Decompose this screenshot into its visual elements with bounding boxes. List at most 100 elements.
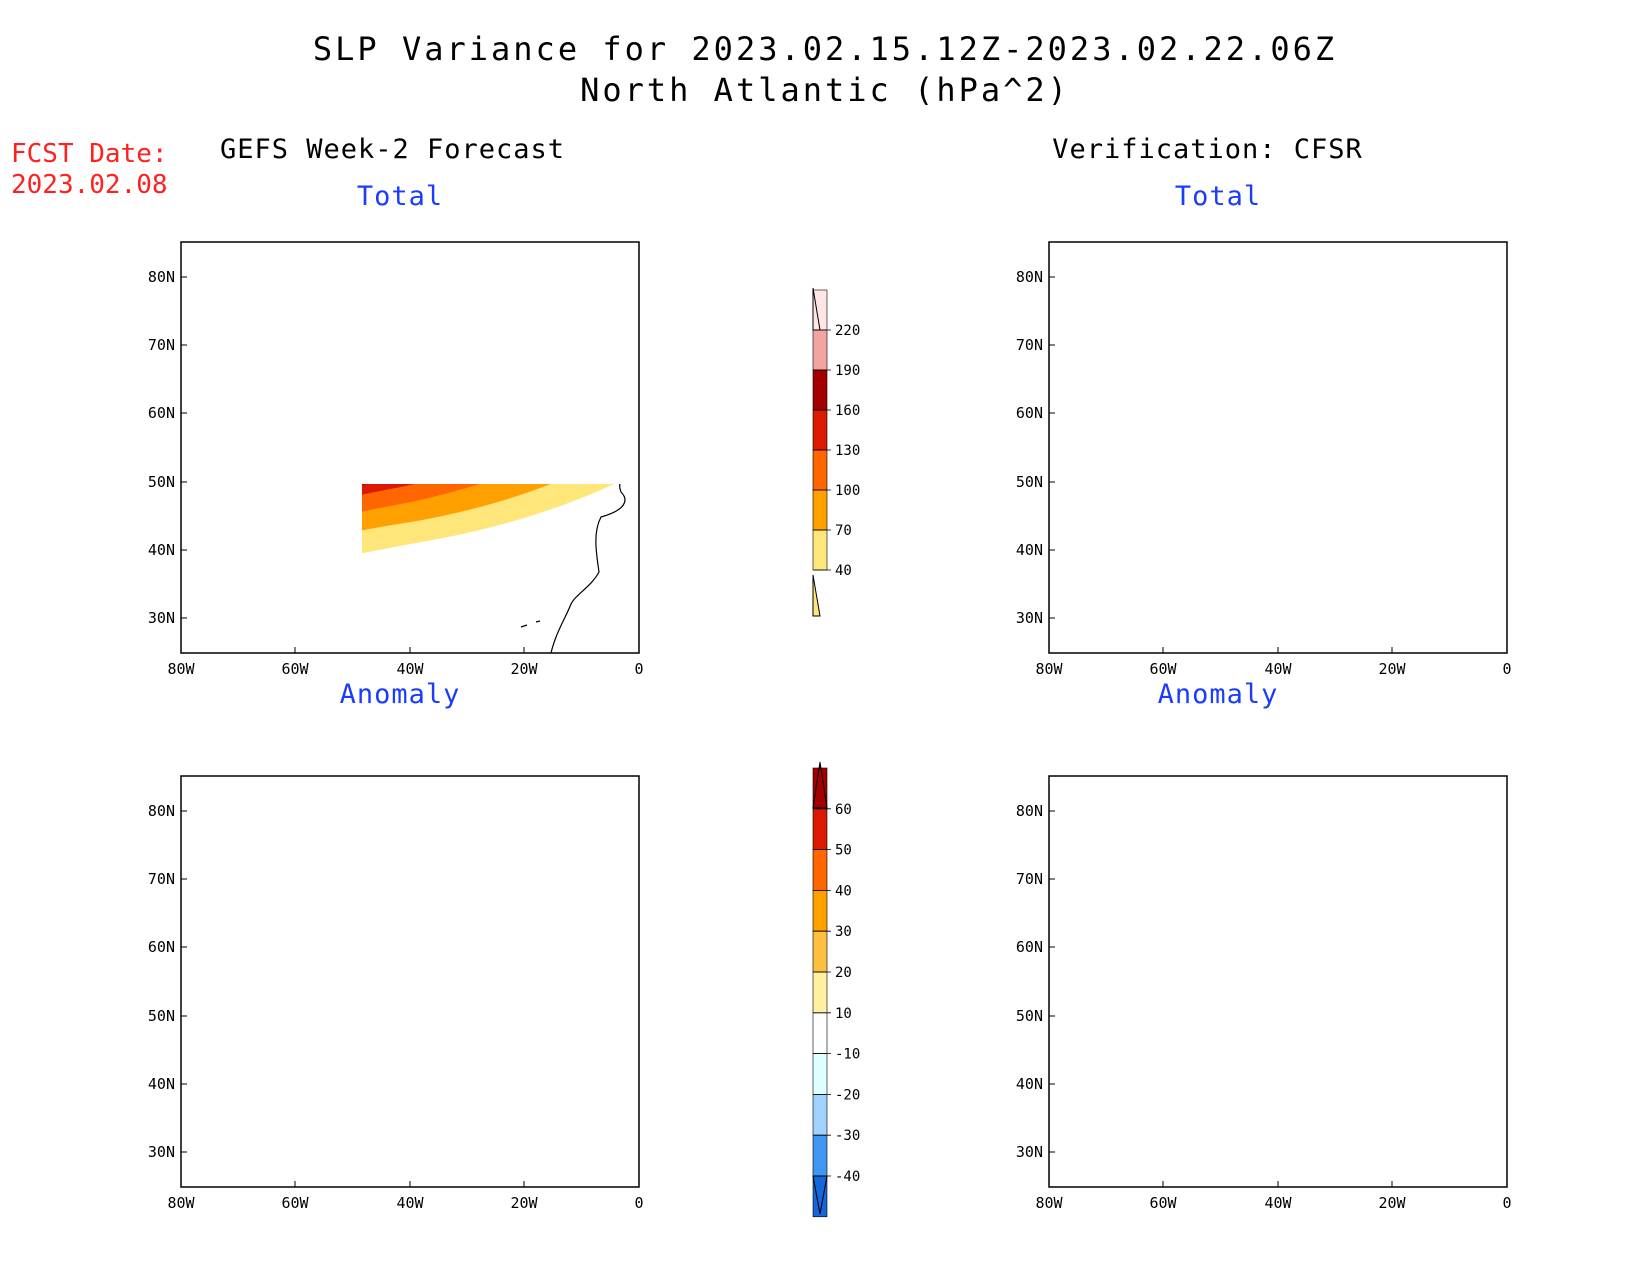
panel-title-anomaly-forecast: Anomaly	[339, 679, 461, 710]
colorbar-anomaly-label: -20	[835, 1087, 860, 1103]
colorbar-anomaly-label: 50	[835, 843, 852, 859]
panel-title-total-verification: Total	[1174, 181, 1262, 212]
colorbar-total-swatch	[812, 489, 828, 531]
lon-label: 0	[634, 1194, 643, 1212]
forecast-date: FCST Date: 2023.02.08	[11, 139, 168, 201]
lon-label: 40W	[396, 1194, 424, 1212]
lat-label: 70N	[148, 336, 175, 354]
verification-column-title: Verification: CFSR	[1052, 134, 1363, 165]
colorbar-anomaly-label: 30	[835, 924, 852, 940]
map-total-forecast	[180, 241, 640, 654]
colorbar-total-swatch	[812, 409, 828, 451]
colorbar-anomaly-swatch	[812, 930, 828, 973]
map-anomaly-forecast	[180, 775, 640, 1188]
lon-label: 80W	[1035, 1194, 1063, 1212]
lat-label: 60N	[1016, 938, 1043, 956]
colorbar-anomaly-swatch	[812, 1053, 828, 1095]
colorbar-anomaly-swatch	[812, 1134, 828, 1177]
colorbar-total-label: 190	[835, 363, 860, 379]
lat-label: 50N	[1016, 473, 1043, 491]
lat-label: 80N	[148, 268, 175, 286]
colorbar-total-label: 40	[835, 563, 852, 579]
colorbar-total: 220 190 160 130 100 70 40	[812, 287, 860, 617]
colorbar-anomaly-label: -40	[835, 1169, 860, 1185]
forecast-date-label: FCST Date:	[11, 139, 168, 169]
lat-label: 70N	[1016, 336, 1043, 354]
lat-label: 60N	[1016, 404, 1043, 422]
lat-label: 60N	[148, 404, 175, 422]
lat-label: 40N	[1016, 541, 1043, 559]
lat-label: 50N	[1016, 1007, 1043, 1025]
lon-label: 60W	[1149, 1194, 1177, 1212]
lat-label: 50N	[148, 1007, 175, 1025]
map-axes: 80N 70N 60N 50N 40N 30N 80W 60W 40W 20W 0 80N 70N 60N…	[148, 268, 1512, 1212]
panel-title-total-forecast: Total	[356, 181, 444, 212]
lat-label: 40N	[148, 541, 175, 559]
lat-label: 30N	[148, 1143, 175, 1161]
colorbar-anomaly-swatch	[812, 890, 828, 932]
lon-label: 40W	[396, 660, 424, 678]
colorbar-anomaly-top-triangle	[812, 761, 828, 809]
lon-label: 0	[1502, 660, 1511, 678]
forecast-column-title: GEFS Week-2 Forecast	[219, 134, 566, 165]
colorbar-anomaly-swatch	[812, 971, 828, 1014]
lat-label: 60N	[148, 938, 175, 956]
map-total-verification	[1048, 241, 1508, 654]
panel-title-anomaly-verification: Anomaly	[1157, 679, 1279, 710]
lon-label: 80W	[167, 1194, 195, 1212]
figure-title-line2: North Atlantic (hPa^2)	[580, 71, 1070, 109]
colorbar-total-label: 220	[835, 323, 860, 339]
lat-label: 30N	[1016, 609, 1043, 627]
lat-label: 70N	[1016, 870, 1043, 888]
lat-label: 30N	[1016, 1143, 1043, 1161]
forecast-date-value: 2023.02.08	[11, 170, 168, 200]
colorbar-anomaly-label: 40	[835, 883, 852, 899]
colorbar-total-label: 100	[835, 483, 860, 499]
lon-label: 80W	[167, 660, 195, 678]
lon-label: 60W	[281, 660, 309, 678]
colorbar-total-label: 130	[835, 443, 860, 459]
lat-label: 80N	[148, 802, 175, 820]
lon-label: 40W	[1264, 1194, 1292, 1212]
colorbar-anomaly: 60 50 40 30 20 10 -10 -20 -30 -40	[812, 761, 860, 1218]
colorbar-anomaly-swatch	[812, 1094, 828, 1136]
colorbar-total-swatch	[812, 529, 828, 571]
lon-label: 80W	[1035, 660, 1063, 678]
colorbar-anomaly-label: 10	[835, 1006, 852, 1022]
lon-label: 60W	[1149, 660, 1177, 678]
colorbar-anomaly-swatch	[812, 808, 828, 850]
colorbar-anomaly-label: 20	[835, 965, 852, 981]
lon-label: 20W	[510, 1194, 538, 1212]
map-background	[1049, 242, 1507, 653]
colorbar-anomaly-label: -30	[835, 1128, 860, 1144]
map-background	[1049, 776, 1507, 1187]
lat-label: 40N	[1016, 1075, 1043, 1093]
lon-label: 60W	[281, 1194, 309, 1212]
map-background	[181, 242, 639, 653]
lat-label: 40N	[148, 1075, 175, 1093]
colorbar-total-swatch	[812, 329, 828, 371]
colorbar-anomaly-swatch	[812, 1012, 828, 1054]
lon-label: 0	[634, 660, 643, 678]
colorbar-total-bottom-triangle	[812, 574, 821, 617]
lat-label: 50N	[148, 473, 175, 491]
figure-title-line1: SLP Variance for 2023.02.15.12Z-2023.02.…	[312, 30, 1338, 68]
colorbar-total-swatch	[812, 369, 828, 411]
contour-fill-total-forecast	[362, 484, 640, 654]
colorbar-anomaly-label: 60	[835, 802, 852, 818]
lon-label: 20W	[510, 660, 538, 678]
map-anomaly-verification	[1048, 775, 1508, 1188]
colorbar-total-swatch	[812, 449, 828, 491]
colorbar-anomaly-label: -10	[835, 1047, 860, 1063]
lon-label: 20W	[1378, 1194, 1406, 1212]
lat-label: 80N	[1016, 802, 1043, 820]
lon-label: 0	[1502, 1194, 1511, 1212]
lon-label: 40W	[1264, 660, 1292, 678]
lon-label: 20W	[1378, 660, 1406, 678]
map-background	[181, 776, 639, 1187]
colorbar-total-label: 160	[835, 403, 860, 419]
lat-label: 70N	[148, 870, 175, 888]
colorbar-anomaly-swatch	[812, 849, 828, 891]
colorbar-total-label: 70	[835, 523, 852, 539]
